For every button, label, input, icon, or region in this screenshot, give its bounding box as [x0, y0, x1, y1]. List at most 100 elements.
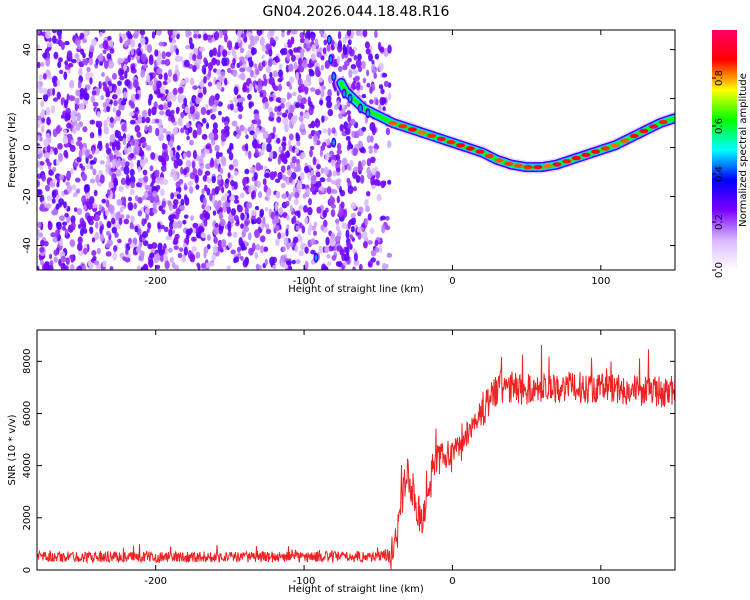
spectrogram-noise-cell: [113, 177, 118, 186]
spectrogram-noise-cell: [376, 180, 381, 187]
spectrogram-noise-cell: [91, 148, 95, 155]
spectrogram-noise-cell: [107, 80, 112, 86]
spectrogram-noise-cell: [369, 122, 376, 132]
spectrogram-noise-cell: [128, 196, 132, 202]
spectrogram-noise-cell: [285, 228, 289, 237]
spectrogram-noise-cell: [203, 33, 208, 41]
spectrogram-noise-cell: [39, 203, 45, 212]
spectrogram-noise-cell: [74, 53, 80, 59]
spectrogram-noise-cell: [261, 142, 267, 151]
spectrogram-noise-cell: [59, 69, 64, 75]
spectrogram-noise-cell: [134, 107, 139, 112]
spectrogram-noise-cell: [88, 52, 93, 59]
spectrogram-noise-cell: [147, 222, 152, 230]
spectrogram-noise-cell: [179, 56, 184, 62]
spectrogram-noise-cell: [165, 51, 172, 57]
spectrogram-noise-cell: [120, 214, 125, 219]
spectrogram-noise-cell: [353, 54, 358, 61]
spectrogram-noise-cell: [233, 170, 238, 176]
spectrogram-noise-cell: [286, 30, 290, 36]
spectrogram-noise-cell: [274, 202, 278, 212]
snr-x-tick-label: -200: [144, 576, 167, 587]
spectrogram-noise-cell: [285, 150, 290, 158]
spectrogram-noise-cell: [243, 186, 248, 191]
spectrogram-noise-cell: [322, 209, 328, 218]
spectrogram-noise-cell: [293, 198, 299, 206]
spectrogram-streak-core: [332, 139, 336, 146]
spectrogram-noise-cell: [58, 258, 62, 267]
spectrogram-noise-cell: [52, 35, 57, 44]
spectrogram-noise-cell: [201, 188, 205, 195]
spectrogram-noise-cell: [184, 129, 189, 134]
spectrogram-noise-cell: [299, 236, 303, 242]
spectrogram-noise-cell: [120, 100, 127, 106]
spectrogram-noise-cell: [366, 191, 371, 197]
spectrogram-noise-cell: [122, 137, 127, 146]
spectrogram-noise-cell: [114, 232, 119, 238]
spectrogram-noise-cell: [70, 139, 75, 145]
spectrogram-noise-cell: [189, 253, 196, 263]
spectrogram-noise-cell: [204, 170, 211, 176]
spectrogram-noise-cell: [53, 249, 59, 256]
spectrogram-noise-cell: [303, 86, 309, 93]
spectrogram-noise-cell: [240, 256, 244, 261]
spectrogram-noise-cell: [95, 58, 99, 66]
spectrogram-noise-cell: [316, 163, 321, 170]
spectrogram-noise-cell: [262, 178, 267, 186]
spectrogram-noise-cell: [249, 35, 255, 42]
spectrogram-noise-cell: [336, 149, 343, 155]
spectrogram-noise-cell: [277, 232, 282, 240]
spectrogram-noise-cell: [361, 230, 368, 240]
spectrogram-noise-cell: [56, 182, 60, 188]
spectrogram-noise-cell: [39, 246, 45, 253]
spectrogram-noise-cell: [46, 144, 51, 153]
spectrogram-noise-cell: [238, 114, 243, 120]
spectrogram-noise-cell: [178, 247, 184, 253]
spectrogram-noise-cell: [177, 252, 183, 259]
spectrogram-noise-cell: [239, 56, 245, 61]
spectrogram-noise-cell: [374, 239, 379, 247]
spectrogram-noise-cell: [123, 165, 130, 175]
spectrogram-noise-cell: [130, 181, 136, 189]
spectrogram-noise-cell: [313, 221, 318, 227]
spectrogram-noise-cell: [91, 90, 97, 96]
spectrogram-noise-cell: [146, 74, 151, 83]
spectrogram-noise-cell: [341, 222, 347, 229]
spectrogram-noise-cell: [157, 222, 161, 230]
spectrogram-noise-cell: [254, 148, 259, 157]
spectrogram-noise-cell: [325, 152, 330, 161]
spectrogram-noise-cell: [118, 57, 124, 64]
spectrogram-noise-cell: [218, 30, 223, 39]
spectrogram-noise-cell: [355, 59, 362, 68]
spectrogram-noise-cell: [79, 94, 84, 100]
spectrogram-noise-cell: [110, 217, 116, 225]
spectrogram-noise-cell: [149, 165, 154, 172]
spectrogram-noise-cell: [293, 61, 298, 71]
spectrogram-noise-cell: [50, 232, 57, 238]
spectrogram-noise-cell: [51, 189, 57, 199]
spectrogram-noise-cell: [151, 106, 157, 116]
spectrogram-noise-cell: [264, 258, 268, 266]
spectrogram-noise-cell: [281, 112, 288, 118]
spectrogram-noise-cell: [115, 212, 120, 221]
spectrogram-noise-cell: [89, 119, 96, 125]
spectrogram-noise-cell: [77, 80, 82, 89]
spectrogram-noise-cell: [346, 123, 352, 129]
spectrogram-x-ticks: -200 -100 0 100: [144, 30, 610, 287]
spectrogram-noise-cell: [109, 116, 114, 123]
spectrogram-noise-cell: [325, 95, 332, 102]
spectrogram-noise-cell: [380, 215, 387, 221]
spectrogram-noise-cell: [108, 40, 114, 47]
spectrogram-noise-cell: [242, 85, 248, 93]
spectrogram-noise-cell: [248, 101, 254, 108]
spectrogram-noise-cell: [182, 168, 188, 176]
spectrogram-noise-cell: [80, 228, 84, 237]
spectrogram-noise-cell: [384, 225, 391, 231]
spectrogram-noise-cell: [330, 44, 335, 51]
spectrogram-noise-cell: [76, 112, 81, 122]
spectrogram-noise-cell: [365, 205, 370, 213]
spectrogram-noise-cell: [82, 58, 87, 65]
spectrogram-noise-cell: [46, 42, 53, 48]
spectrogram-noise-cell: [158, 132, 164, 142]
spectrogram-noise-cell: [304, 260, 309, 269]
